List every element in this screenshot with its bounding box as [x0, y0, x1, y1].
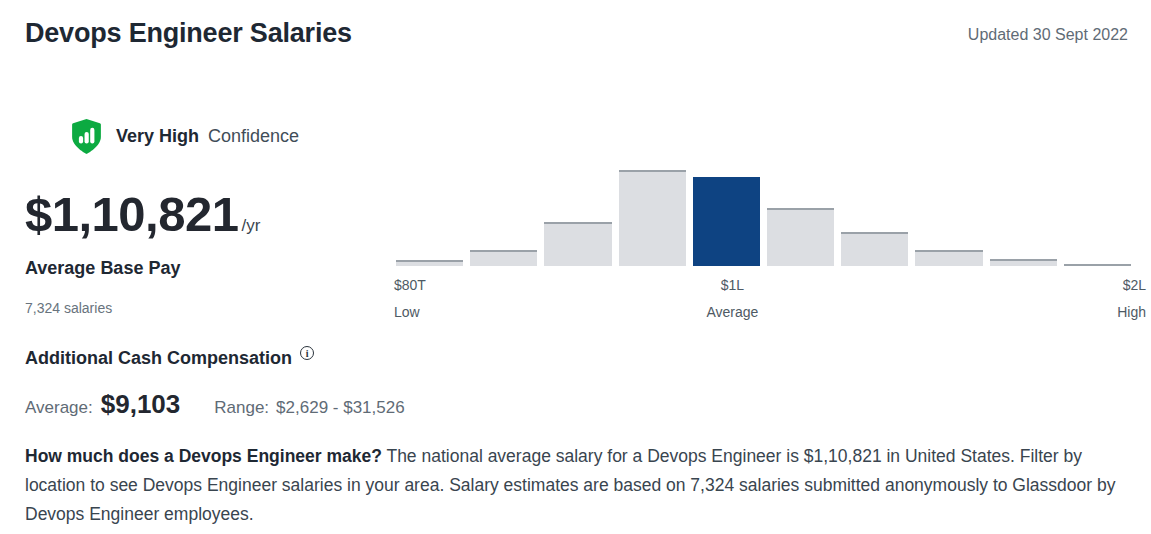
additional-compensation-values: Average: $9,103 Range: $2,629 - $31,526 — [25, 389, 405, 420]
additional-compensation-header: Additional Cash Compensation i — [25, 348, 314, 369]
tick-label-average: Average — [706, 304, 758, 320]
salary-sample-size: 7,324 salaries — [25, 300, 112, 316]
confidence-badge: Very High Confidence — [70, 118, 299, 155]
x-axis-tick-labels: Low Average High — [394, 304, 1146, 322]
page-title: Devops Engineer Salaries — [25, 18, 352, 49]
bar — [470, 250, 537, 266]
tick-value-high: $2L — [1123, 277, 1146, 293]
tick-value-low: $80T — [394, 277, 426, 293]
bar — [1064, 264, 1131, 266]
bar — [841, 232, 908, 266]
bar — [396, 260, 463, 266]
additional-compensation-title: Additional Cash Compensation — [25, 348, 292, 369]
salary-page: Devops Engineer Salaries Updated 30 Sept… — [0, 0, 1151, 534]
confidence-text: Very High Confidence — [116, 126, 299, 147]
description-lead: How much does a Devops Engineer make? — [25, 446, 382, 466]
pay-period: /yr — [242, 216, 261, 236]
bar — [767, 208, 834, 266]
x-axis-tick-values: $80T $1L $2L — [394, 277, 1146, 295]
salary-description: How much does a Devops Engineer make? Th… — [25, 442, 1130, 529]
range-value: $2,629 - $31,526 — [276, 398, 405, 418]
average-base-pay-amount: $1,10,821 — [25, 186, 239, 242]
salary-distribution-chart: $80T $1L $2L Low Average High — [394, 160, 1146, 320]
average-base-pay-label: Average Base Pay — [25, 258, 180, 279]
updated-date: Updated 30 Sept 2022 — [968, 26, 1128, 44]
tick-label-low: Low — [394, 304, 420, 320]
average-base-pay-amount-row: $1,10,821 /yr — [25, 186, 260, 242]
average-value: $9,103 — [101, 389, 181, 420]
bar — [619, 170, 686, 266]
bar-row — [396, 160, 1131, 266]
bar — [544, 222, 611, 266]
tick-label-high: High — [1117, 304, 1146, 320]
confidence-level: Very High — [116, 126, 199, 146]
tick-value-average: $1L — [721, 277, 744, 293]
bar-highlighted-average — [693, 177, 760, 266]
bar — [915, 250, 982, 266]
info-icon[interactable]: i — [300, 346, 314, 360]
bar — [990, 259, 1057, 266]
confidence-label: Confidence — [208, 126, 299, 146]
average-label: Average: — [25, 398, 93, 418]
range-label: Range: — [214, 398, 269, 418]
confidence-shield-icon — [70, 118, 103, 155]
